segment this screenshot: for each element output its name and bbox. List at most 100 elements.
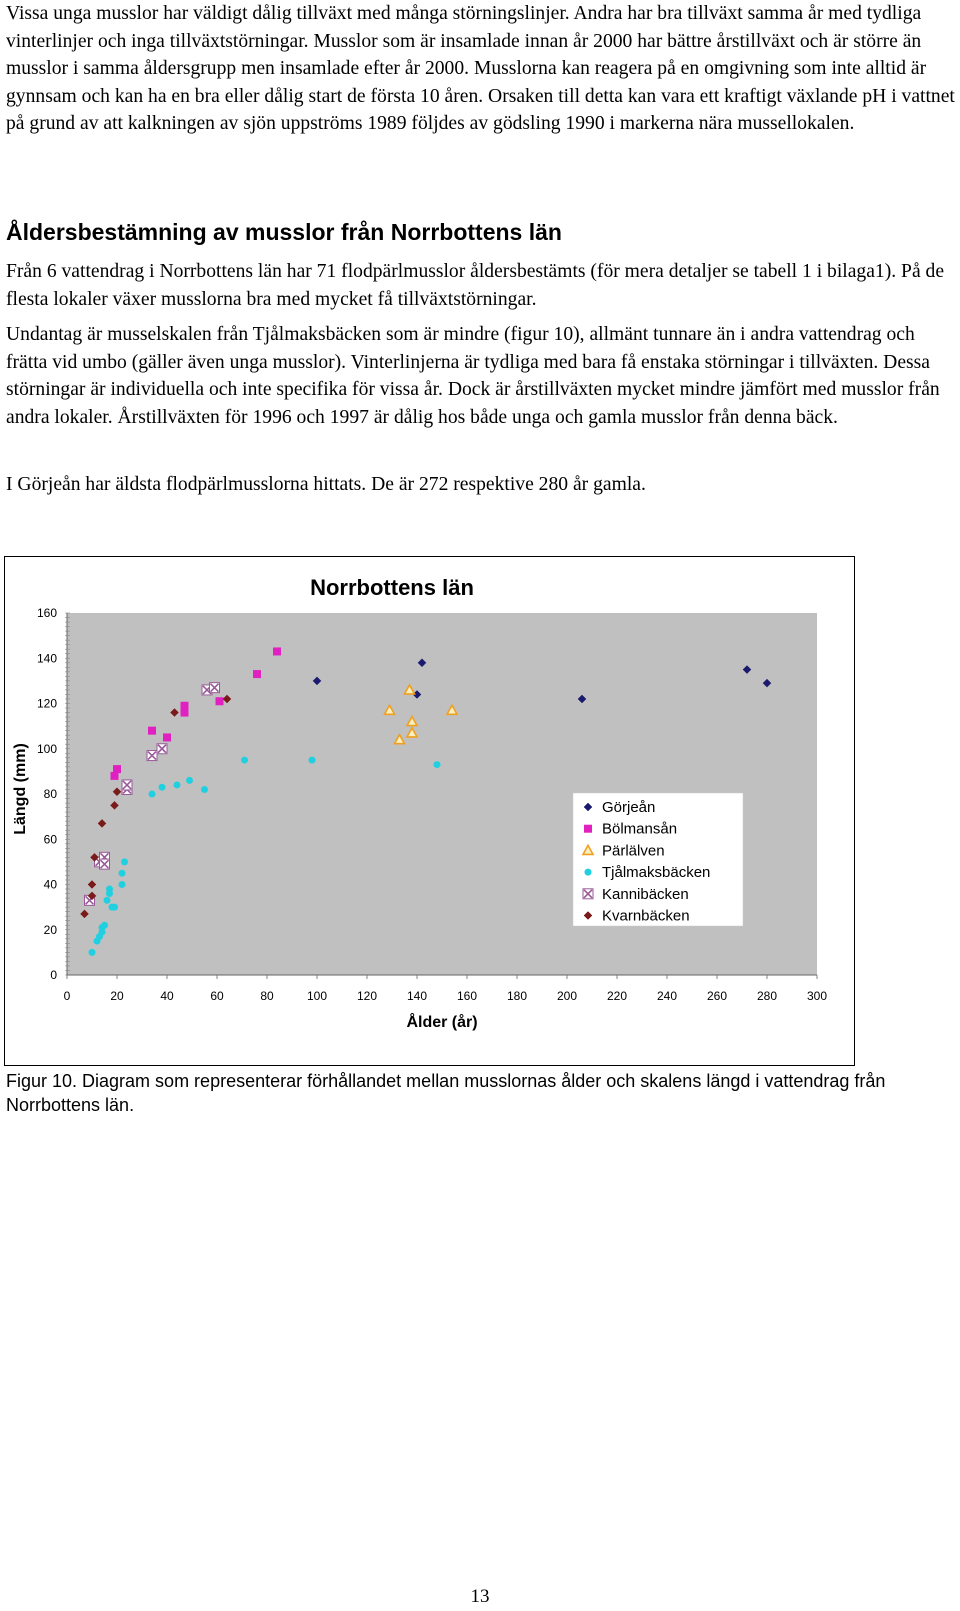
x-tick-label: 80 bbox=[260, 989, 274, 1003]
data-point bbox=[433, 761, 441, 769]
legend-marker bbox=[584, 824, 592, 833]
x-tick-label: 120 bbox=[357, 989, 377, 1003]
data-point bbox=[215, 697, 224, 706]
data-point bbox=[186, 776, 193, 784]
data-point bbox=[121, 779, 133, 791]
y-tick-label: 80 bbox=[44, 787, 58, 801]
legend-entry: Kvarnbäcken bbox=[602, 908, 690, 925]
x-tick-label: 40 bbox=[160, 989, 174, 1003]
data-point bbox=[241, 756, 248, 764]
data-point bbox=[113, 765, 121, 774]
legend-marker bbox=[583, 911, 593, 920]
x-tick-label: 200 bbox=[557, 989, 577, 1003]
data-point bbox=[170, 708, 179, 717]
legend-entry: Tjålmaksbäcken bbox=[602, 864, 710, 881]
data-point bbox=[88, 948, 96, 956]
x-tick-label: 260 bbox=[707, 989, 727, 1003]
x-tick-label: 160 bbox=[457, 989, 477, 1003]
y-tick-label: 40 bbox=[44, 878, 58, 892]
y-tick-label: 120 bbox=[37, 697, 57, 711]
data-point bbox=[405, 714, 419, 727]
data-point bbox=[87, 880, 97, 889]
data-point bbox=[577, 694, 587, 704]
y-tick-label: 100 bbox=[37, 742, 57, 756]
data-point bbox=[445, 703, 459, 716]
legend-marker bbox=[581, 843, 595, 856]
data-point bbox=[146, 750, 158, 762]
data-point bbox=[103, 896, 111, 904]
legend-marker bbox=[584, 868, 592, 876]
data-point bbox=[110, 800, 119, 810]
data-point bbox=[99, 858, 110, 870]
data-point bbox=[80, 909, 89, 919]
data-point bbox=[163, 733, 171, 742]
x-tick-label: 240 bbox=[657, 989, 677, 1003]
paragraph-gorjean-oldest: I Görjeån har äldsta flodpärlmusslorna h… bbox=[6, 474, 646, 495]
chart-legend bbox=[572, 792, 744, 927]
y-tick-label: 160 bbox=[37, 606, 57, 620]
x-tick-label: 140 bbox=[407, 989, 427, 1003]
x-tick-label: 300 bbox=[807, 989, 827, 1003]
x-tick-label: 20 bbox=[110, 989, 124, 1003]
data-point bbox=[312, 676, 322, 686]
figure-frame: Norrbottens län 0 20 40 60 80 100 120 140 160 0 20 4… bbox=[4, 556, 855, 1066]
data-point bbox=[101, 921, 108, 929]
data-point bbox=[222, 694, 232, 704]
data-point bbox=[97, 819, 107, 828]
data-point bbox=[106, 885, 113, 893]
data-point bbox=[180, 701, 189, 710]
intro-paragraph: Vissa unga musslor har väldigt dålig til… bbox=[6, 3, 955, 134]
y-tick-label: 140 bbox=[37, 651, 57, 665]
x-tick-label: 0 bbox=[64, 989, 71, 1003]
chart-title: Norrbottens län bbox=[310, 575, 474, 600]
data-point bbox=[393, 733, 406, 745]
data-point bbox=[148, 790, 156, 798]
x-axis-label: Ålder (år) bbox=[406, 1012, 477, 1031]
y-tick-label: 20 bbox=[44, 923, 58, 937]
data-point bbox=[742, 665, 752, 674]
x-tick-label: 280 bbox=[757, 989, 777, 1003]
x-tick-label: 180 bbox=[507, 989, 527, 1003]
section-heading: Åldersbestämning av musslor från Norrbot… bbox=[6, 219, 562, 245]
data-point bbox=[112, 787, 122, 797]
data-point bbox=[148, 726, 156, 735]
data-point bbox=[173, 781, 181, 789]
data-point bbox=[180, 708, 189, 717]
data-point bbox=[87, 891, 97, 901]
data-point bbox=[308, 756, 316, 764]
page-number: 13 bbox=[470, 1586, 490, 1607]
data-point bbox=[158, 783, 166, 791]
x-tick-label: 60 bbox=[210, 989, 224, 1003]
data-point bbox=[405, 726, 419, 738]
data-point bbox=[121, 858, 128, 866]
scatter-chart: Norrbottens län 0 20 40 60 80 100 120 140 160 0 20 4… bbox=[12, 575, 827, 1031]
paragraph-sample-overview: Från 6 vattendrag i Norrbottens län har … bbox=[6, 261, 945, 310]
data-point bbox=[110, 771, 119, 780]
legend-entry: Kannibäcken bbox=[602, 886, 689, 903]
data-point bbox=[111, 903, 118, 911]
data-point bbox=[118, 881, 126, 888]
figure-caption: Figur 10. Diagram som representerar förh… bbox=[6, 1071, 886, 1115]
legend-marker bbox=[582, 888, 594, 900]
data-point bbox=[403, 683, 416, 695]
legend-entry: Bölmansån bbox=[602, 821, 677, 838]
y-tick-label: 60 bbox=[44, 832, 58, 846]
legend-entry: Pärlälven bbox=[602, 842, 665, 859]
data-point bbox=[762, 678, 772, 688]
legend-entry: Görjeån bbox=[602, 799, 655, 816]
y-axis-label: Längd (mm) bbox=[12, 743, 29, 835]
data-point bbox=[253, 670, 261, 679]
data-point bbox=[383, 703, 396, 716]
y-tick-label: 0 bbox=[50, 968, 57, 982]
data-point bbox=[209, 682, 220, 694]
data-point bbox=[156, 743, 168, 755]
data-point bbox=[273, 647, 281, 656]
x-tick-label: 220 bbox=[607, 989, 627, 1003]
data-point bbox=[201, 785, 208, 793]
paragraph-tjalmaksbacken: Undantag är musselskalen från Tjålmaksbä… bbox=[6, 324, 940, 428]
data-point bbox=[417, 658, 427, 668]
x-tick-label: 100 bbox=[307, 989, 327, 1003]
data-point bbox=[118, 869, 126, 877]
data-point bbox=[90, 852, 99, 862]
legend-marker bbox=[583, 802, 593, 812]
